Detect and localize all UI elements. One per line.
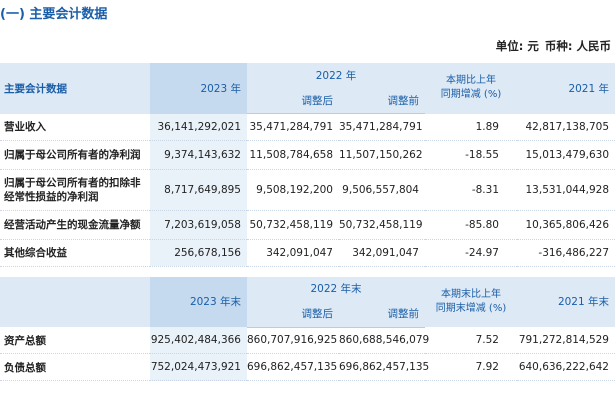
cell-2023: 9,374,143,632	[150, 140, 247, 170]
header-change-end-line1: 本期末比上年	[441, 288, 501, 300]
cell-change: 7.92	[425, 353, 517, 381]
header-before: 调整前	[339, 87, 425, 114]
header-row-sub: 调整后 调整前	[0, 87, 615, 114]
cell-2021: 15,013,479,630	[517, 140, 615, 170]
cell-before: 860,688,546,079	[339, 327, 429, 354]
header-before-end: 调整前	[339, 300, 425, 328]
header-2021-end: 2021 年末	[517, 276, 615, 327]
header-change-line1: 本期比上年	[446, 75, 496, 87]
header-change-line2: 同期增减 (%)	[440, 89, 502, 101]
cell-adjusted: 50,732,458,119	[247, 210, 339, 240]
accounting-data-table: 主要会计数据 2023 年 2022 年 本期比上年 同期增减 (%) 2021…	[0, 63, 615, 381]
row-label: 营业收入	[0, 113, 150, 141]
header-2022-end: 2022 年末	[247, 276, 425, 301]
cell-2023: 752,024,473,921	[150, 353, 247, 381]
cell-2021: 42,817,138,705	[517, 113, 615, 141]
cell-2023: 925,402,484,366	[150, 327, 247, 354]
cell-adjusted: 860,707,916,925	[247, 327, 339, 354]
table-row: 资产总额 925,402,484,366 860,707,916,925 860…	[0, 327, 615, 354]
row-label: 其他综合收益	[0, 239, 150, 267]
row-label: 负债总额	[0, 353, 150, 381]
cell-adjusted: 11,508,784,658	[247, 140, 339, 170]
header-item-blank	[0, 276, 150, 327]
currency-label: 币种: 人民币	[544, 39, 611, 53]
cell-2021: -316,486,227	[517, 239, 615, 267]
header-adjusted: 调整后	[247, 87, 339, 114]
table-row: 负债总额 752,024,473,921 696,862,457,135 696…	[0, 353, 615, 381]
cell-2023: 36,141,292,021	[150, 113, 247, 141]
cell-adjusted: 35,471,284,791	[247, 113, 339, 141]
cell-2021: 13,531,044,928	[517, 169, 615, 211]
cell-2023: 8,717,649,895	[150, 169, 247, 211]
table-row: 归属于母公司所有者的净利润 9,374,143,632 11,508,784,6…	[0, 140, 615, 170]
cell-2023: 256,678,156	[150, 239, 247, 267]
table-row: 归属于母公司所有者的扣除非经常性损益的净利润 8,717,649,895 9,5…	[0, 169, 615, 211]
cell-before: 342,091,047	[339, 239, 425, 267]
section-title: (一) 主要会计数据	[0, 7, 108, 22]
cell-before: 35,471,284,791	[339, 113, 425, 141]
header-adjusted-end: 调整后	[247, 300, 339, 328]
cell-change: 7.52	[425, 327, 517, 354]
header-2023-end: 2023 年末	[150, 276, 247, 327]
cell-before: 50,732,458,119	[339, 210, 425, 240]
unit-line: 单位: 元币种: 人民币	[490, 38, 611, 54]
cell-2023: 7,203,619,058	[150, 210, 247, 240]
cell-adjusted: 9,508,192,200	[247, 169, 339, 211]
cell-change: -18.55	[425, 140, 517, 170]
row-label: 归属于母公司所有者的扣除非经常性损益的净利润	[0, 169, 150, 211]
header-item: 主要会计数据	[0, 63, 150, 114]
table-row: 其他综合收益 256,678,156 342,091,047 342,091,0…	[0, 239, 615, 267]
header-change: 本期比上年 同期增减 (%)	[425, 63, 517, 114]
header-row-2022-end: 2023 年末 2022 年末 本期末比上年 同期末增减 (%) 2021 年末	[0, 276, 615, 327]
cell-change: -24.97	[425, 239, 517, 267]
table-row: 营业收入 36,141,292,021 35,471,284,791 35,47…	[0, 113, 615, 141]
header-2023: 2023 年	[150, 63, 247, 114]
header-2022: 2022 年	[247, 63, 425, 87]
cell-2021: 640,636,222,642	[517, 353, 615, 381]
cell-2021: 10,365,806,426	[517, 210, 615, 240]
cell-change: -85.80	[425, 210, 517, 240]
cell-before: 696,862,457,135	[339, 353, 429, 381]
header-row-sub-end: 调整后 调整前	[0, 300, 615, 328]
cell-adjusted: 342,091,047	[247, 239, 339, 267]
header-2021: 2021 年	[517, 63, 615, 114]
cell-2021: 791,272,814,529	[517, 327, 615, 354]
cell-change: 1.89	[425, 113, 517, 141]
header-change-end: 本期末比上年 同期末增减 (%)	[425, 276, 517, 327]
table-spacer	[0, 266, 615, 277]
cell-before: 9,506,557,804	[339, 169, 425, 211]
header-change-end-line2: 同期末增减 (%)	[435, 302, 507, 314]
header-row-2022: 主要会计数据 2023 年 2022 年 本期比上年 同期增减 (%) 2021…	[0, 63, 615, 114]
row-label: 归属于母公司所有者的净利润	[0, 140, 150, 170]
unit-label: 单位: 元	[495, 39, 539, 53]
row-label: 经营活动产生的现金流量净额	[0, 210, 150, 240]
table-row: 经营活动产生的现金流量净额 7,203,619,058 50,732,458,1…	[0, 210, 615, 240]
cell-before: 11,507,150,262	[339, 140, 425, 170]
cell-change: -8.31	[425, 169, 517, 211]
row-label: 资产总额	[0, 327, 150, 354]
cell-adjusted: 696,862,457,135	[247, 353, 339, 381]
